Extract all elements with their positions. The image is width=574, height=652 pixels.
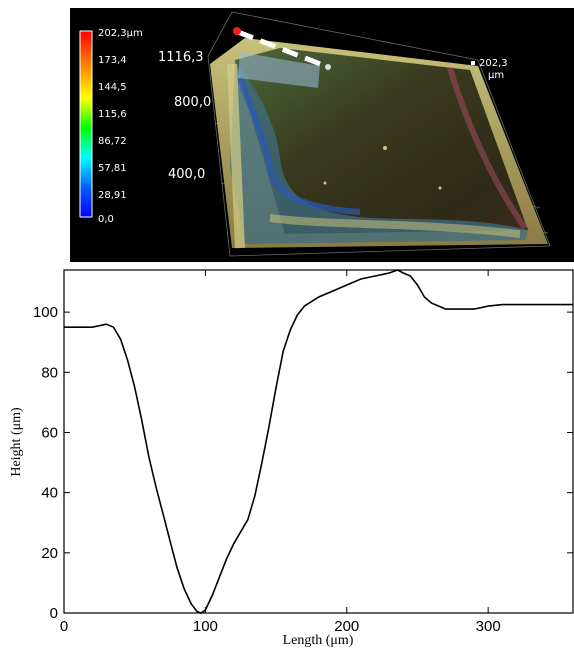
- colorbar-label: 57,81: [98, 163, 127, 174]
- y-tick-label: 60: [41, 424, 58, 441]
- x-tick-label: 200: [334, 618, 359, 635]
- y-tick-label: 20: [41, 545, 58, 562]
- x-tick-label: 300: [476, 618, 501, 635]
- colorbar-label: 173,4: [98, 55, 127, 66]
- y-axis-title: Height (μm): [9, 407, 24, 477]
- z-axis-marker: [471, 61, 475, 65]
- x-axis: 0 100 200 300: [60, 270, 501, 635]
- colorbar-label-max: 202,3µm: [98, 28, 143, 39]
- colorbar-label-min: 0,0: [98, 214, 114, 225]
- y-tick-label: 0: [50, 605, 58, 622]
- y-axis-label-mid: 800,0: [174, 95, 211, 110]
- surface-render-3d: 202,3µm 173,4 144,5 115,6 86,72 57,81 28…: [70, 8, 574, 262]
- colorbar-label: 86,72: [98, 136, 127, 147]
- y-axis-label-top: 1116,3: [158, 50, 204, 65]
- z-axis-unit: µm: [488, 70, 504, 81]
- height-profile-chart: 0 100 200 300 0 20 40 60 80 100 Length (μm) Heig…: [0, 262, 574, 652]
- z-axis-label-max: 202,3: [479, 58, 508, 69]
- x-axis-title: Length (μm): [283, 633, 354, 648]
- profile-plot: 0 100 200 300 0 20 40 60 80 100 Length (μm) Heig…: [9, 269, 574, 648]
- x-tick-label: 100: [193, 618, 218, 635]
- profile-line-marker[interactable]: [233, 27, 331, 70]
- colorbar-gradient: [79, 30, 93, 218]
- y-axis-label-low: 400,0: [168, 167, 205, 182]
- colorbar: 202,3µm 173,4 144,5 115,6 86,72 57,81 28…: [79, 28, 143, 225]
- profile-series-line: [64, 269, 573, 614]
- y-axis: 0 20 40 60 80 100: [33, 304, 573, 622]
- profile-start-point[interactable]: [233, 27, 241, 35]
- colorbar-label: 28,91: [98, 190, 127, 201]
- x-tick-label: 0: [60, 618, 68, 635]
- y-tick-label: 100: [33, 304, 58, 321]
- y-tick-label: 40: [41, 485, 58, 502]
- profile-end-point[interactable]: [325, 64, 331, 70]
- surface-mesh: [210, 38, 548, 249]
- surface-render-canvas: 202,3µm 173,4 144,5 115,6 86,72 57,81 28…: [79, 11, 551, 257]
- colorbar-label: 144,5: [98, 82, 127, 93]
- plot-area: [63, 269, 574, 614]
- colorbar-label: 115,6: [98, 109, 127, 120]
- y-tick-label: 80: [41, 364, 58, 381]
